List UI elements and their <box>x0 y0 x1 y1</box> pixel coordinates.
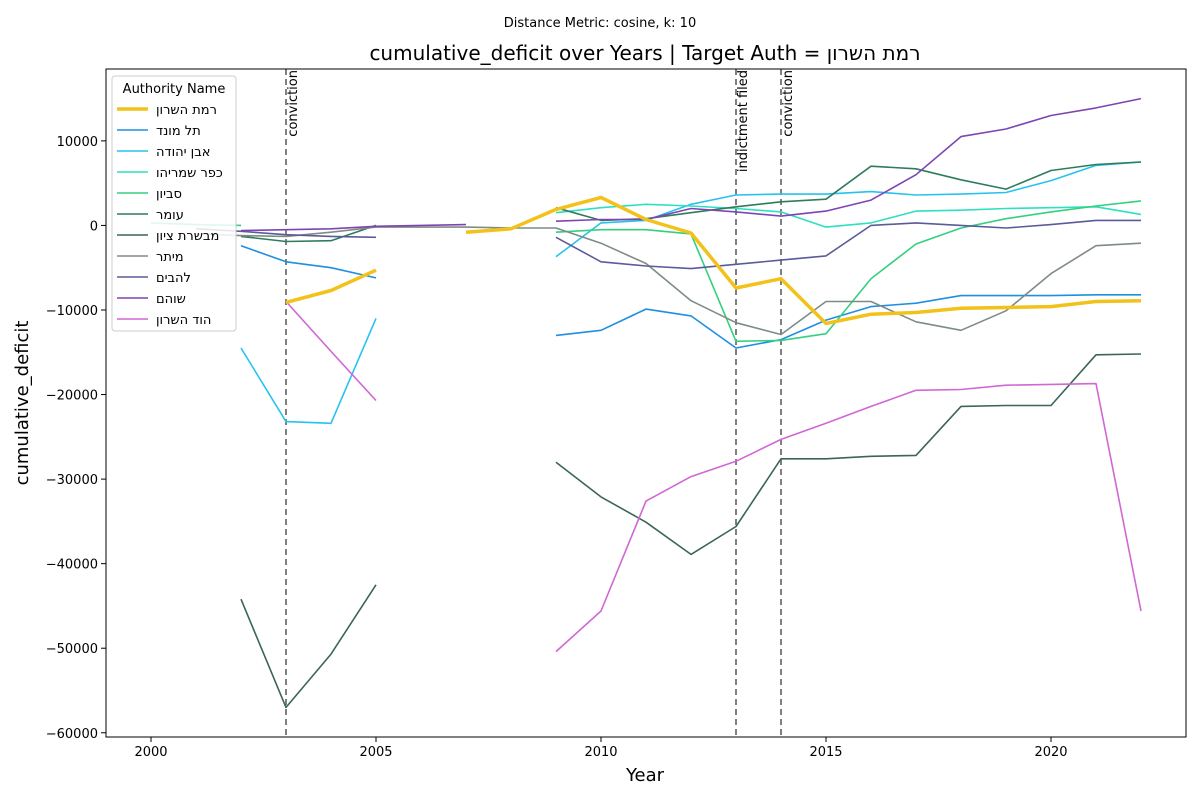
series-6 <box>240 353 1142 709</box>
y-tick-label-4: −20000 <box>46 389 98 404</box>
legend: Authority Name רמת השרון תל מונד אבן יהודה כ… <box>111 75 237 332</box>
series-3-line-0 <box>555 203 1142 228</box>
x-tick-label-4: 2020 <box>1034 745 1067 760</box>
y-tick-label-6: 0 <box>90 219 98 234</box>
series-7 <box>195 226 1142 336</box>
legend-entry-6: מבשרת ציון <box>156 229 219 244</box>
series-1-line-0 <box>240 244 377 279</box>
event-markers: conviction indictment filed conviction <box>285 69 796 737</box>
series-lines <box>150 97 1142 709</box>
series-9-line-0 <box>240 223 467 232</box>
series-5 <box>240 161 1142 243</box>
legend-box <box>111 75 237 332</box>
event-label-0: conviction <box>286 70 301 137</box>
series-2-line-1 <box>555 161 1142 258</box>
y-axis-label: cumulative_deficit <box>12 321 33 486</box>
series-1 <box>240 244 1141 349</box>
legend-entry-10: הוד השרון <box>156 313 211 328</box>
legend-title: Authority Name <box>123 82 226 97</box>
plot-frame <box>105 68 1187 738</box>
legend-entry-1: תל מונד <box>156 124 201 139</box>
legend-entry-0: רמת השרון <box>156 103 217 118</box>
x-tick-label-2: 2010 <box>584 745 617 760</box>
x-axis-label: Year <box>625 765 665 786</box>
legend-entry-7: מיתר <box>156 250 184 265</box>
legend-entry-5: עומר <box>156 208 184 223</box>
series-2 <box>240 161 1142 425</box>
series-10 <box>285 300 1142 653</box>
chart-title: cumulative_deficit over Years | Target A… <box>369 41 920 65</box>
series-7-line-0 <box>195 226 1142 336</box>
series-2-line-0 <box>240 318 377 425</box>
series-9-line-1 <box>555 97 1142 222</box>
legend-entry-9: שוהם <box>156 292 186 307</box>
series-9 <box>240 97 1142 232</box>
x-tick-label-1: 2005 <box>359 745 392 760</box>
legend-entry-2: אבן יהודה <box>156 145 210 160</box>
series-6-line-0 <box>240 584 377 709</box>
series-10-line-1 <box>555 382 1142 653</box>
y-tick-label-7: 10000 <box>57 135 98 150</box>
series-6-line-1 <box>555 353 1142 556</box>
y-tick-label-5: −10000 <box>46 304 98 319</box>
series-4 <box>150 200 1142 343</box>
series-0-line-1 <box>465 195 1142 326</box>
series-3 <box>555 203 1142 228</box>
event-label-1: indictment filed <box>736 70 751 172</box>
series-8-line-1 <box>555 219 1141 270</box>
y-tick-label-0: −60000 <box>46 727 98 742</box>
y-tick-label-1: −50000 <box>46 642 98 657</box>
chart-suptitle: Distance Metric: cosine, k: 10 <box>504 16 696 31</box>
series-10-line-0 <box>285 300 377 402</box>
y-tick-label-3: −30000 <box>46 473 98 488</box>
event-label-2: conviction <box>781 70 796 137</box>
x-tick-label-0: 2000 <box>134 745 167 760</box>
legend-entry-4: סביון <box>156 187 182 202</box>
series-4-line-1 <box>555 200 1142 343</box>
series-1-line-1 <box>555 293 1141 349</box>
series-0-line-0 <box>285 268 377 305</box>
legend-entry-3: כפר שמריהו <box>156 166 223 181</box>
x-tick-label-3: 2015 <box>809 745 842 760</box>
series-5-line-0 <box>240 224 377 243</box>
axes: 2000 2005 2010 2015 2020 −60000 −50000 −40000 −3… <box>46 68 1187 760</box>
y-tick-label-2: −40000 <box>46 558 98 573</box>
series-0 <box>285 195 1142 326</box>
legend-entry-8: להבים <box>156 271 191 286</box>
